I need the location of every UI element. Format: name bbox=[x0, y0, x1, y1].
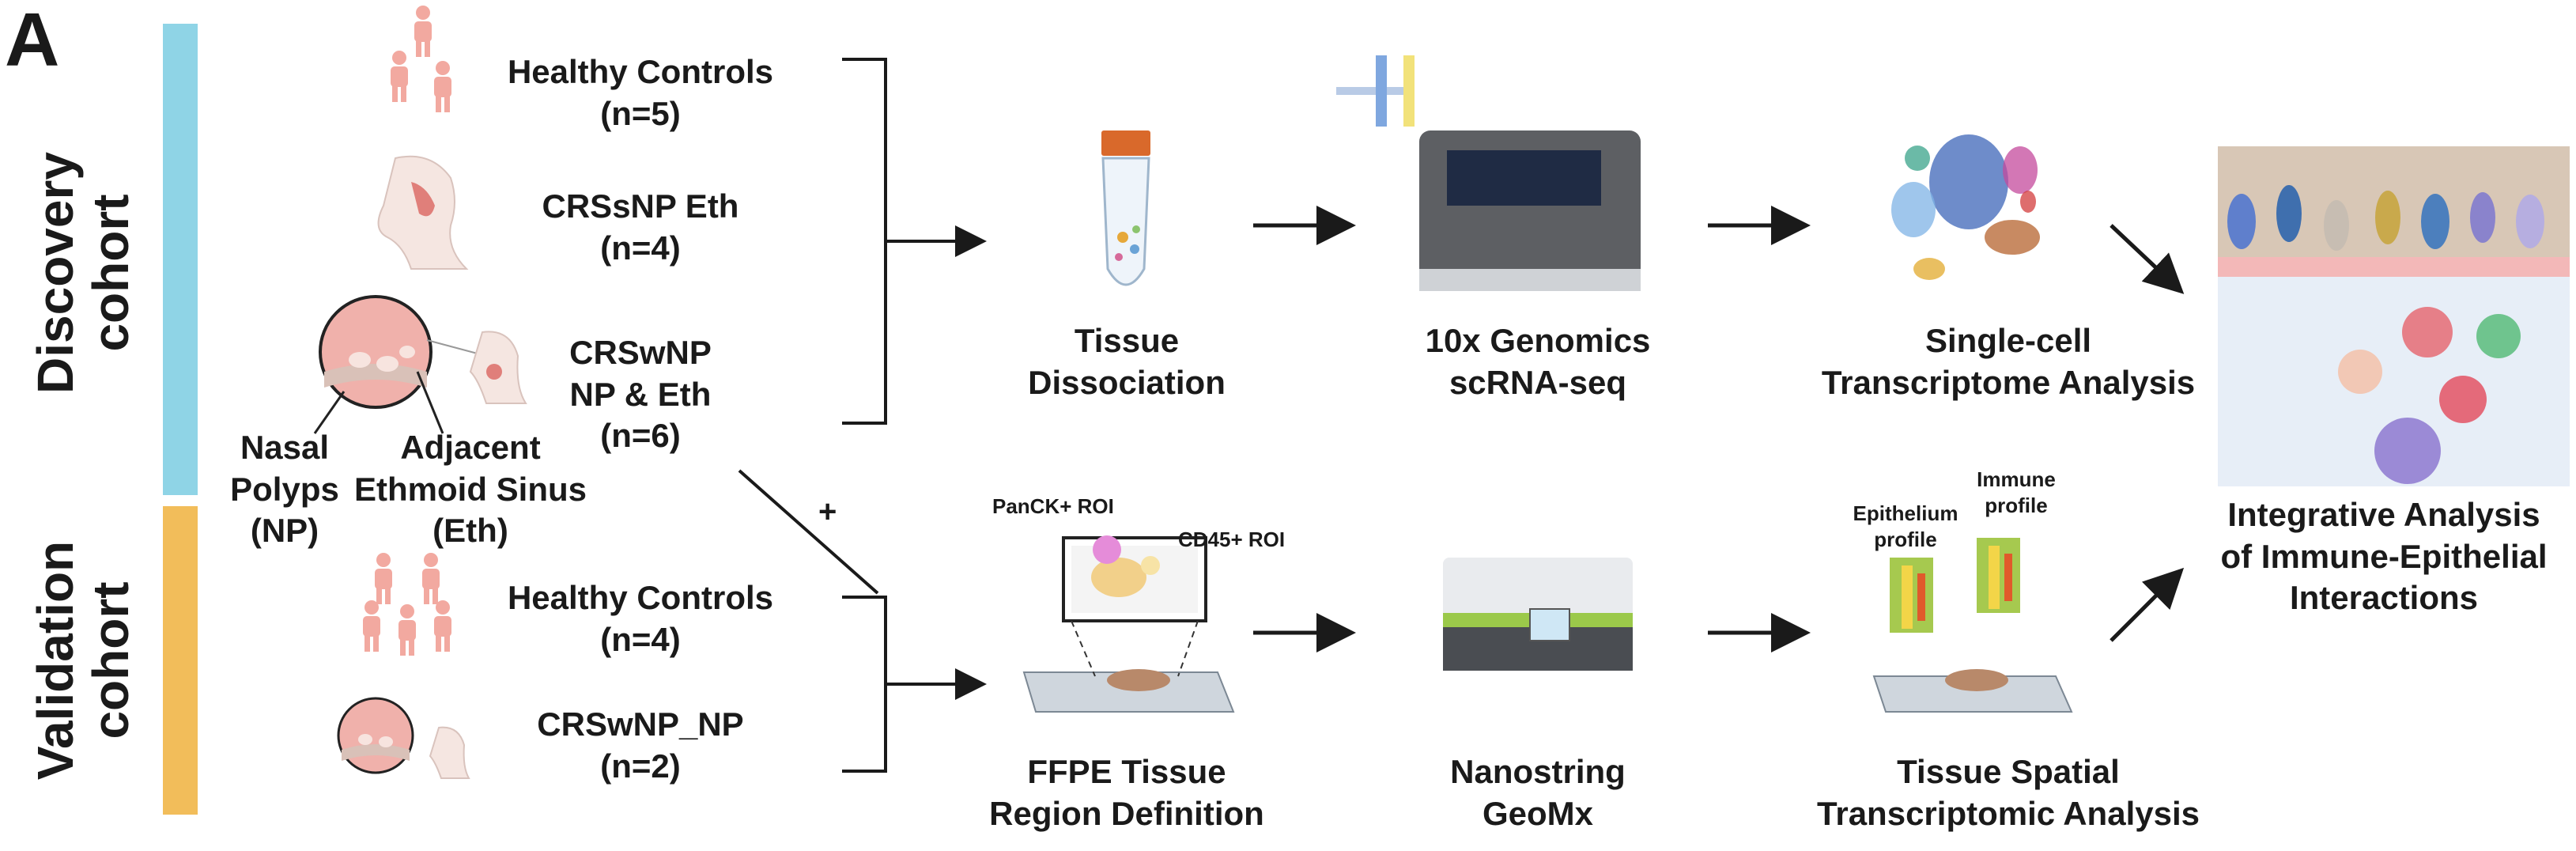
step-tissue-dissociation: Tissue Dissociation bbox=[1028, 322, 1226, 401]
discovery-cohort-bar bbox=[163, 24, 198, 495]
validation-group-healthy: Healthy Controls (n=4) bbox=[507, 579, 774, 658]
validation-cohort-bar bbox=[163, 506, 198, 815]
adjacent-ethmoid-label: Adjacent Ethmoid Sinus (Eth) bbox=[354, 429, 587, 549]
discovery-group-healthy: Healthy Controls (n=5) bbox=[507, 53, 774, 132]
single-cell-cluster-icon bbox=[1891, 134, 2040, 280]
nasal-polyp-magnifier-validation bbox=[337, 697, 470, 779]
step-10x-scrnaseq: 10x Genomics scRNA-seq bbox=[1425, 322, 1651, 401]
head-profile-icon-crssnp bbox=[377, 155, 469, 270]
geomx-instrument-icon bbox=[1443, 558, 1633, 671]
immune-epithelial-tissue-icon bbox=[2218, 146, 2570, 486]
epithelium-profile-label: Epithelium profile bbox=[1853, 501, 1958, 551]
plus-sign: + bbox=[818, 494, 837, 529]
10x-instrument-icon bbox=[1336, 55, 1641, 291]
step-single-cell-analysis: Single-cell Transcriptome Analysis bbox=[1821, 322, 2196, 401]
discovery-group-crssnp: CRSsNP Eth (n=4) bbox=[542, 187, 739, 267]
ffpe-slide-icon bbox=[1022, 535, 1235, 713]
workflow-arrows bbox=[1253, 206, 2185, 652]
step-spatial-analysis: Tissue Spatial Transcriptomic Analysis bbox=[1817, 753, 2200, 832]
family-icon-validation bbox=[363, 553, 451, 656]
brackets bbox=[738, 58, 987, 773]
tissue-tube-icon bbox=[1101, 130, 1150, 286]
spatial-profile-icon bbox=[1872, 538, 2073, 713]
step-ffpe-region: FFPE Tissue Region Definition bbox=[989, 753, 1264, 832]
nasal-polyps-label: Nasal Polyps (NP) bbox=[230, 429, 339, 549]
immune-profile-label: Immune profile bbox=[1977, 467, 2056, 517]
nasal-polyp-magnifier-discovery bbox=[313, 295, 527, 434]
cd45-roi-label: CD45+ ROI bbox=[1178, 528, 1286, 551]
panel-letter: A bbox=[5, 0, 60, 82]
validation-group-crswnp: CRSwNP_NP (n=2) bbox=[537, 705, 744, 785]
step-nanostring-geomx: Nanostring GeoMx bbox=[1450, 753, 1626, 832]
panck-roi-label: PanCK+ ROI bbox=[992, 494, 1114, 518]
discovery-group-crswnp: CRSwNP NP & Eth (n=6) bbox=[569, 334, 712, 454]
family-icon-discovery bbox=[391, 6, 451, 112]
final-integrative-label: Integrative Analysis of Immune-Epithelial… bbox=[2220, 496, 2548, 616]
